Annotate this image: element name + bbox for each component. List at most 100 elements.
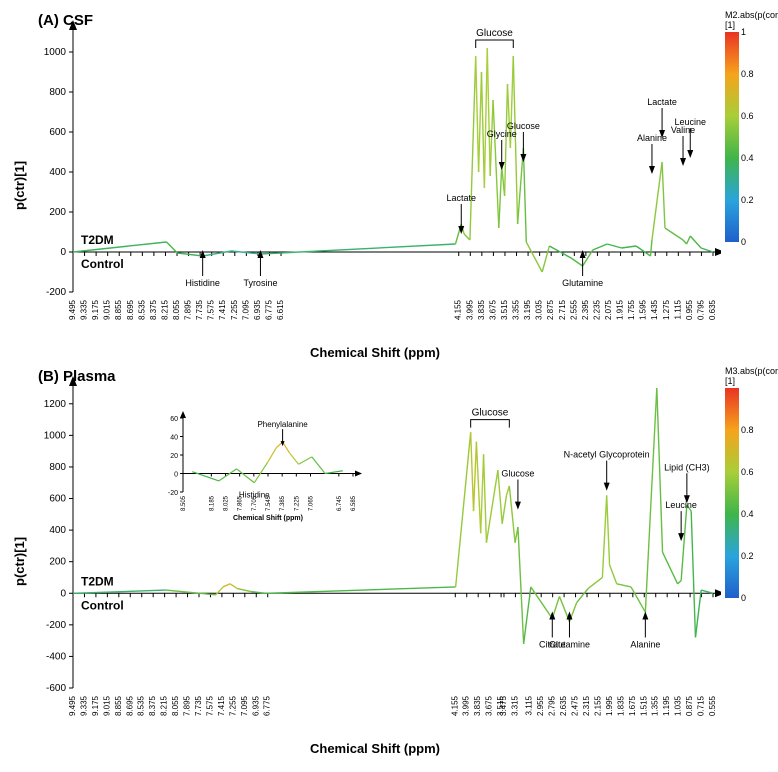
svg-text:1.195: 1.195	[662, 695, 671, 716]
panel-b-title: (B) Plasma	[38, 368, 116, 385]
svg-text:Histidine: Histidine	[239, 490, 270, 499]
svg-text:-200: -200	[46, 287, 66, 298]
svg-text:9.175: 9.175	[91, 299, 100, 320]
svg-text:9.335: 9.335	[80, 299, 89, 320]
svg-text:7.415: 7.415	[218, 299, 227, 320]
svg-text:7.735: 7.735	[195, 299, 204, 320]
svg-text:Alanine: Alanine	[630, 639, 660, 649]
svg-text:7.895: 7.895	[183, 695, 192, 716]
panel-b-ylabel: p(ctr)[1]	[10, 366, 29, 756]
svg-text:Lactate: Lactate	[647, 97, 677, 107]
svg-text:0.555: 0.555	[708, 695, 717, 716]
svg-text:T2DM: T2DM	[81, 233, 114, 247]
svg-text:7.065: 7.065	[309, 495, 315, 511]
svg-text:7.575: 7.575	[205, 695, 214, 716]
svg-text:0.795: 0.795	[696, 299, 705, 320]
svg-text:800: 800	[49, 87, 66, 98]
svg-text:0.715: 0.715	[697, 695, 706, 716]
panel-a-ylabel: p(ctr)[1]	[10, 10, 29, 360]
svg-text:0: 0	[60, 247, 66, 258]
svg-text:1000: 1000	[44, 430, 67, 441]
svg-text:200: 200	[49, 207, 66, 218]
svg-text:8.055: 8.055	[172, 299, 181, 320]
svg-text:0: 0	[60, 588, 66, 599]
panel-b-colorbar: 0.80.60.40.20	[725, 388, 739, 598]
svg-text:1.995: 1.995	[605, 695, 614, 716]
svg-text:1.675: 1.675	[628, 695, 637, 716]
svg-text:1.275: 1.275	[662, 299, 671, 320]
svg-text:9.495: 9.495	[68, 299, 77, 320]
svg-text:0.635: 0.635	[708, 299, 717, 320]
svg-text:200: 200	[49, 557, 66, 568]
svg-text:4.155: 4.155	[450, 695, 459, 716]
svg-text:4.155: 4.155	[454, 299, 463, 320]
panel-b-xlabel: Chemical Shift (ppm)	[29, 741, 721, 756]
svg-text:2.395: 2.395	[581, 299, 590, 320]
panel-a-svg: -200020040060080010009.4959.3359.1759.01…	[29, 10, 721, 340]
svg-text:-200: -200	[46, 620, 66, 631]
svg-text:3.835: 3.835	[473, 695, 482, 716]
panel-b-svg: -600-400-2000200400600800100012009.4959.…	[29, 366, 721, 736]
svg-text:1.755: 1.755	[627, 299, 636, 320]
svg-text:6.935: 6.935	[251, 695, 260, 716]
panel-b-colorbar-wrap: M3.abs(p(corr))[1] 0.80.60.40.20	[725, 366, 778, 756]
svg-text:8.375: 8.375	[149, 299, 158, 320]
svg-text:3.675: 3.675	[488, 299, 497, 320]
svg-text:-400: -400	[46, 651, 66, 662]
svg-text:2.955: 2.955	[536, 695, 545, 716]
panel-b-plotwrap: p(ctr)[1] -600 -400 -200 0 200 400 600 800 1000 1…	[10, 366, 768, 756]
svg-text:3.835: 3.835	[477, 299, 486, 320]
svg-text:Control: Control	[81, 598, 124, 612]
svg-text:8.535: 8.535	[137, 695, 146, 716]
svg-text:8.535: 8.535	[137, 299, 146, 320]
svg-text:-600: -600	[46, 683, 66, 694]
svg-text:0.955: 0.955	[685, 299, 694, 320]
panel-a-xlabel: Chemical Shift (ppm)	[29, 345, 721, 360]
svg-text:Phenylalanine: Phenylalanine	[257, 420, 308, 429]
svg-text:1200: 1200	[44, 399, 67, 410]
svg-text:1.035: 1.035	[674, 695, 683, 716]
svg-text:400: 400	[49, 167, 66, 178]
svg-text:3.675: 3.675	[485, 695, 494, 716]
svg-text:3.035: 3.035	[535, 299, 544, 320]
svg-text:Tyrosine: Tyrosine	[243, 278, 277, 288]
svg-text:60: 60	[170, 416, 178, 423]
svg-text:1.435: 1.435	[650, 299, 659, 320]
svg-text:1.835: 1.835	[616, 695, 625, 716]
svg-text:7.575: 7.575	[207, 299, 216, 320]
svg-text:8.695: 8.695	[126, 299, 135, 320]
svg-text:600: 600	[49, 494, 66, 505]
svg-text:Glutamine: Glutamine	[562, 278, 603, 288]
svg-text:8.025: 8.025	[224, 495, 230, 511]
svg-text:Chemical Shift (ppm): Chemical Shift (ppm)	[233, 515, 303, 522]
svg-text:7.255: 7.255	[230, 299, 239, 320]
panel-a-colorbar-wrap: M2.abs(p(corr))[1] 10.80.60.40.20	[725, 10, 778, 360]
svg-text:2.875: 2.875	[546, 299, 555, 320]
svg-text:-20: -20	[168, 490, 178, 497]
svg-text:8.055: 8.055	[171, 695, 180, 716]
svg-text:6.775: 6.775	[263, 695, 272, 716]
svg-text:1.915: 1.915	[616, 299, 625, 320]
svg-text:1000: 1000	[44, 47, 67, 58]
svg-text:7.255: 7.255	[228, 695, 237, 716]
svg-text:N-acetyl Glycoprotein: N-acetyl Glycoprotein	[564, 450, 650, 460]
svg-text:Alanine: Alanine	[637, 133, 667, 143]
svg-text:8.855: 8.855	[114, 299, 123, 320]
svg-text:7.895: 7.895	[184, 299, 193, 320]
svg-text:Lipid (CH3): Lipid (CH3)	[664, 462, 710, 472]
svg-text:600: 600	[49, 127, 66, 138]
svg-text:9.175: 9.175	[91, 695, 100, 716]
panel-a-colorbar: 10.80.60.40.20	[725, 32, 739, 242]
svg-text:3.315: 3.315	[510, 695, 519, 716]
svg-text:400: 400	[49, 525, 66, 536]
svg-text:3.515: 3.515	[500, 299, 509, 320]
svg-text:Lactate: Lactate	[446, 193, 476, 203]
svg-text:8.695: 8.695	[125, 695, 134, 716]
panel-a-plotwrap: p(ctr)[1] -200 0 200 400 600 800 1000 9.4959.33…	[10, 10, 768, 360]
svg-text:0.875: 0.875	[685, 695, 694, 716]
svg-text:7.225: 7.225	[294, 495, 300, 511]
svg-text:Glucose: Glucose	[476, 28, 513, 39]
svg-text:800: 800	[49, 462, 66, 473]
svg-text:2.315: 2.315	[582, 695, 591, 716]
svg-text:6.585: 6.585	[351, 495, 357, 511]
